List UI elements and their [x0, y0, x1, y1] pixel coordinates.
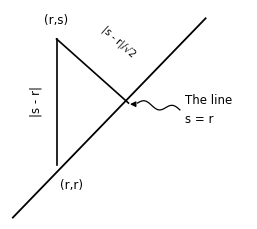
- Text: The line: The line: [185, 94, 232, 107]
- Text: |s - r|/√2: |s - r|/√2: [100, 24, 138, 60]
- Text: |s - r|: |s - r|: [30, 86, 42, 117]
- Text: (r,r): (r,r): [60, 179, 84, 192]
- Text: (r,s): (r,s): [44, 14, 69, 27]
- Text: s = r: s = r: [185, 113, 214, 125]
